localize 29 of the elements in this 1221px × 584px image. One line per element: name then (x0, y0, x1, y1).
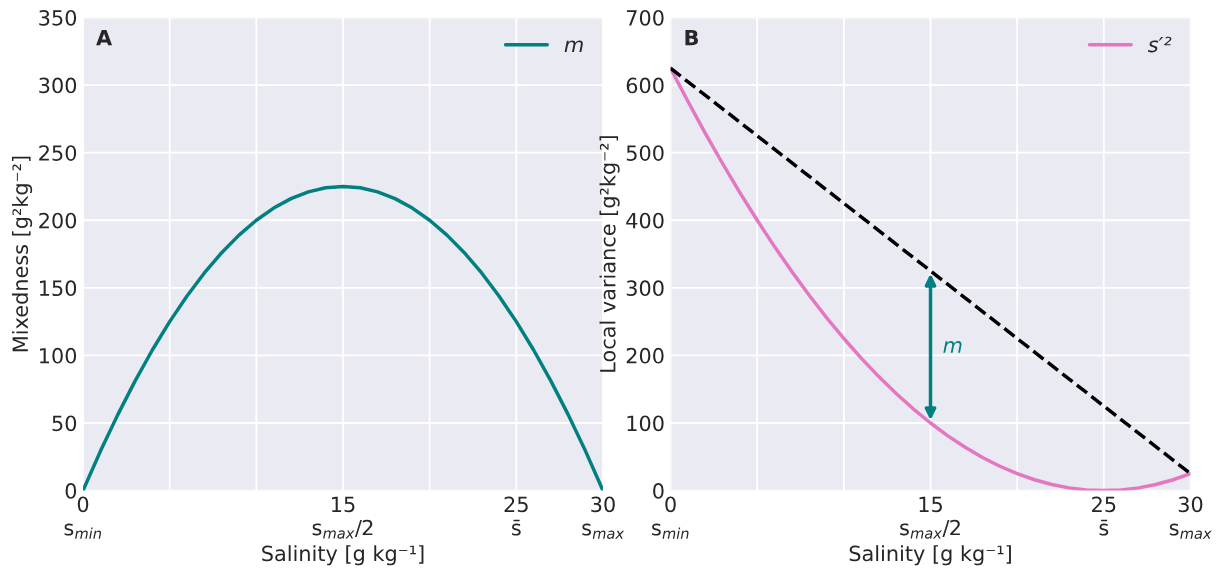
y-tick-label: 500 (626, 145, 664, 161)
y-tick-label: 700 (626, 9, 664, 26)
x-tick-label: 25 s̄ (1092, 496, 1116, 536)
x-tick-label: 30 s$_{max}$ (1169, 496, 1212, 539)
x-axis-title: Salinity [g kg⁻¹] (262, 545, 424, 566)
y-tick-label: 400 (626, 212, 664, 229)
y-tick-label: 350 (39, 9, 77, 26)
y-tick-label: 200 (39, 212, 77, 229)
x-tick-label: 30 s$_{max}$ (582, 496, 625, 539)
y-axis-title: Local variance [g²kg⁻²] (599, 136, 620, 372)
y-tick-label: 300 (39, 77, 77, 94)
y-tick-label: 250 (39, 145, 77, 161)
x-tick-label: 15 s$_{max}$/2 (312, 496, 373, 539)
y-tick-label: 300 (626, 280, 664, 297)
y-tick-label: 150 (40, 280, 77, 297)
chart-title: A (96, 29, 113, 46)
y-tick-label: 50 (52, 415, 77, 432)
legend-label: m (564, 40, 583, 53)
y-axis-title: Mixedness [g²kg⁻²] (11, 156, 33, 352)
legend-label: s′² (1148, 36, 1172, 53)
chart-title: B (685, 29, 698, 46)
x-axis-title: Salinity [g kg⁻¹] (849, 545, 1011, 566)
y-tick-label: 600 (626, 77, 664, 94)
x-tick-label: 15 s$_{max}$/2 (900, 496, 960, 539)
y-tick-label: 100 (627, 415, 664, 432)
annotation: m (943, 341, 962, 353)
x-tick-label: 25 s̄ (504, 496, 528, 536)
y-tick-label: 200 (626, 347, 664, 364)
y-tick-label: 100 (40, 347, 77, 364)
